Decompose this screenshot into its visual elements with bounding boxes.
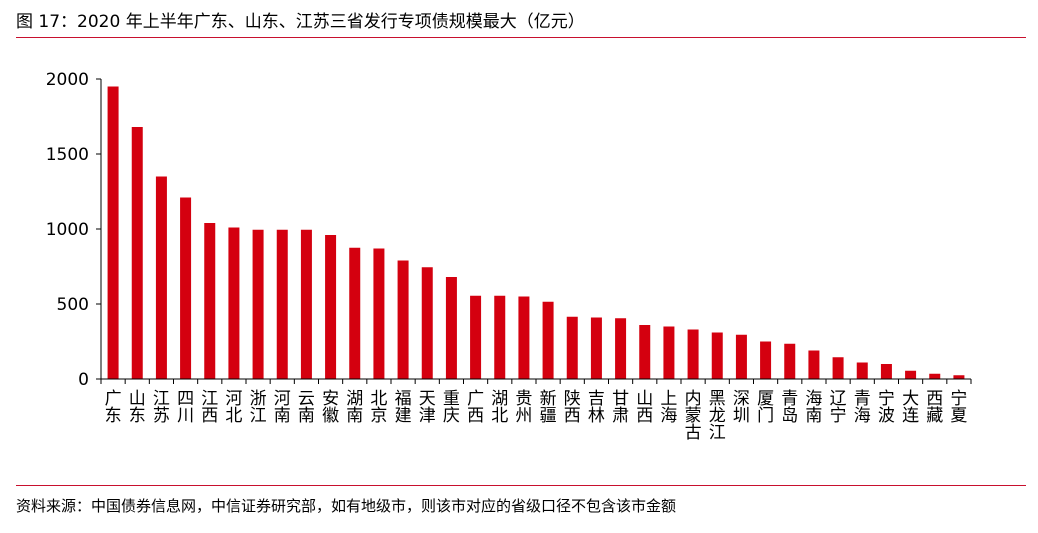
y-tick-label: 500 [57,295,89,315]
x-axis: 广东山东江苏四川江西河北浙江河南云南安徽湖南北京福建天津重庆广西湖北贵州新疆陕西… [100,378,972,443]
bar [252,229,264,379]
bar [542,301,554,379]
y-tick-label: 0 [78,370,89,390]
bar-chart: 0 500 1000 1500 2000 广东山东江苏四川江西河北浙江河南云南安徽湖南北… [46,70,972,443]
bar [397,260,409,379]
x-tick-label: 海南 [805,389,822,426]
x-tick-label: 厦门 [757,389,774,426]
bar [832,357,844,379]
x-tick-label: 天津 [419,389,436,426]
x-tick-label: 广东 [105,389,122,426]
bar [808,350,820,379]
bar [276,229,288,379]
x-tick-label: 江苏 [153,389,170,426]
x-tick-label: 浙江 [250,389,267,426]
x-tick-label: 辽宁 [830,389,847,426]
chart-title: 图 17：2020 年上半年广东、山东、江苏三省发行专项债规模最大（亿元） [16,12,585,32]
bar [421,267,433,379]
bar [518,296,530,379]
bar [131,127,143,379]
bar [929,373,941,379]
x-tick-label: 重庆 [443,389,460,426]
bar [856,362,868,379]
y-axis: 0 500 1000 1500 2000 [46,70,102,390]
bar [880,364,892,379]
bar [590,317,602,379]
bar [760,341,772,379]
x-tick-label: 宁夏 [950,389,967,426]
x-tick-label: 北京 [370,389,387,426]
x-tick-label: 广西 [467,389,484,426]
x-tick-label: 吉林 [588,389,605,426]
bar [615,318,627,379]
y-tick-label: 2000 [46,70,89,90]
bar [687,329,699,379]
bar [494,295,506,379]
bar [228,227,240,379]
x-tick-label: 新疆 [540,389,557,426]
x-tick-label: 山西 [636,389,653,426]
x-tick-label: 湖南 [346,389,363,426]
y-tick-label: 1500 [46,145,89,165]
bar [300,229,312,379]
x-tick-label: 福建 [395,389,412,426]
bar [373,248,385,379]
bar [349,247,361,379]
bar [663,326,675,379]
bar [180,197,192,379]
x-tick-label: 内蒙古 [685,389,702,443]
x-tick-label: 青岛 [781,389,798,426]
bar [735,334,747,379]
x-tick-label: 四川 [177,389,194,426]
bar [953,375,965,379]
bar [445,277,457,379]
bar [905,370,917,379]
x-tick-label: 甘肃 [612,389,629,426]
bar [470,295,482,379]
x-tick-label: 黑龙江 [709,389,726,443]
bar [155,176,167,379]
x-tick-label: 山东 [129,389,146,426]
bar [784,343,796,379]
x-tick-label: 陕西 [564,389,581,426]
x-tick-label: 宁波 [878,389,895,426]
x-tick-label: 深圳 [733,389,750,426]
x-tick-label: 江西 [201,389,218,426]
x-tick-label: 安徽 [322,389,339,426]
x-tick-label: 贵州 [515,389,532,426]
bar [639,325,651,379]
x-tick-label: 青海 [854,389,871,426]
x-tick-label: 河北 [225,389,242,426]
bar [107,86,119,379]
y-tick-label: 1000 [46,220,89,240]
source-divider [16,485,1026,486]
x-tick-label: 河南 [274,389,291,426]
bar [204,223,216,379]
source-note: 资料来源：中国债券信息网，中信证券研究部，如有地级市，则该市对应的省级口径不包含… [16,497,677,515]
x-tick-label: 上海 [660,389,677,426]
bar [325,235,337,379]
bars [107,86,965,379]
x-tick-label: 西藏 [926,389,943,426]
bar [711,332,723,379]
title-divider [16,37,1026,38]
x-tick-label: 湖北 [491,389,508,426]
x-tick-label: 大连 [902,389,919,426]
bar [566,316,578,379]
x-tick-label: 云南 [298,389,315,426]
